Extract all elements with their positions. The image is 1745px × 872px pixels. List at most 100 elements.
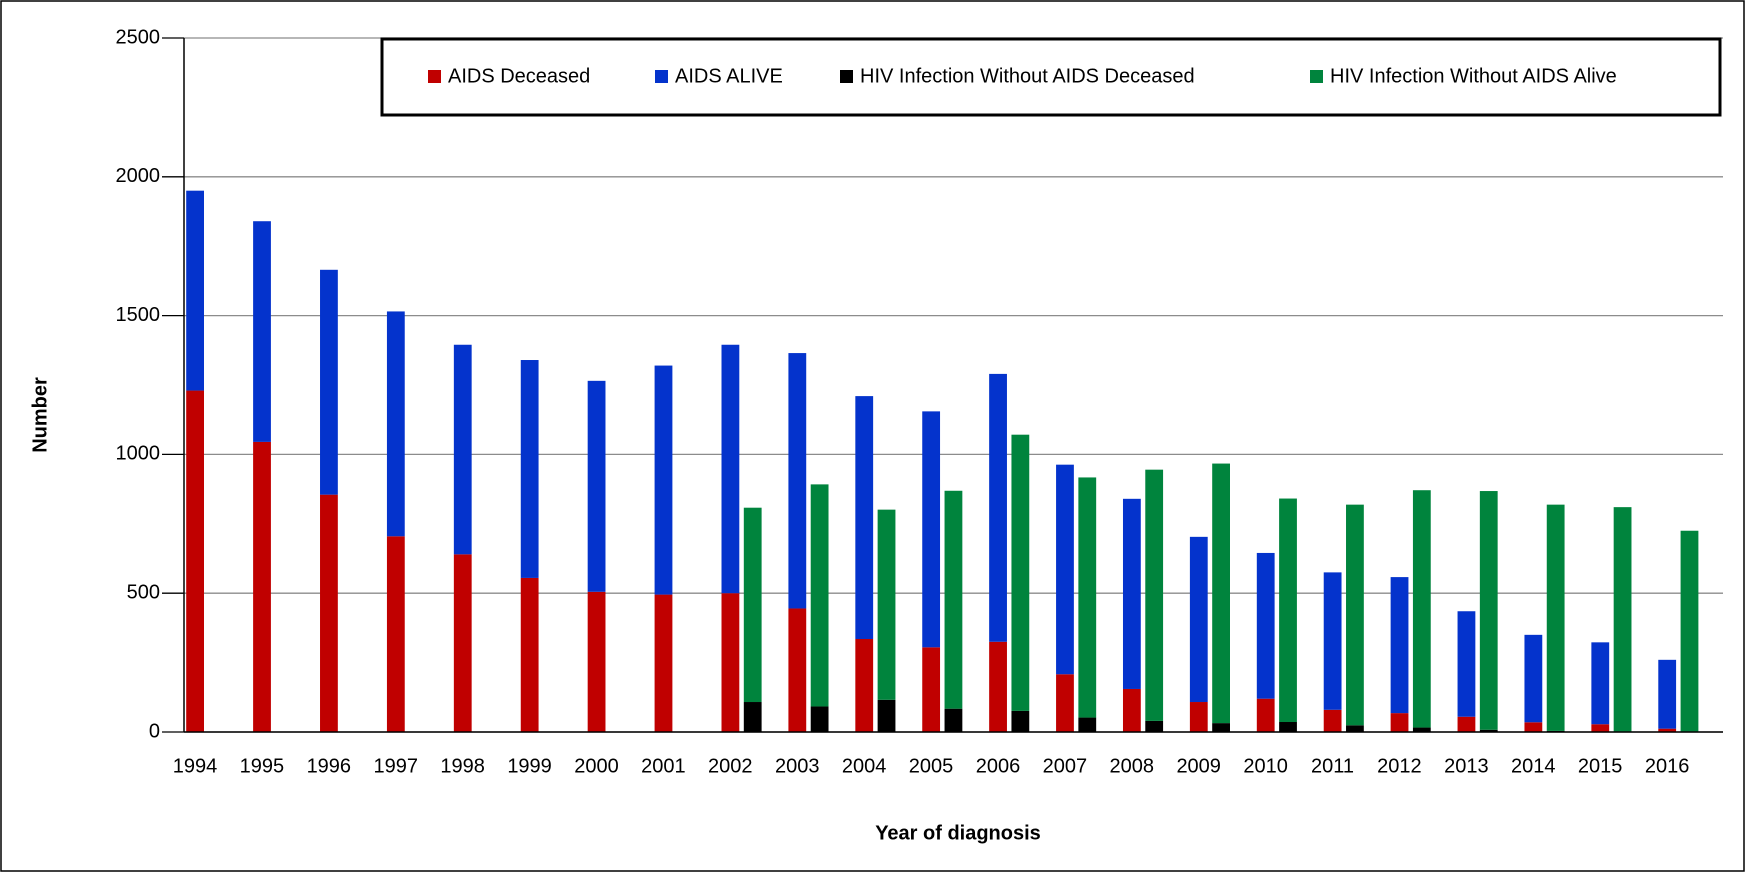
y-tick-label: 0 xyxy=(149,720,160,742)
bar-segment xyxy=(944,708,963,732)
bar-segment xyxy=(587,591,606,732)
y-tick-label: 1500 xyxy=(116,304,161,326)
bar-segment xyxy=(1591,724,1610,732)
bar-segment xyxy=(1457,716,1476,732)
y-tick-label: 1000 xyxy=(116,443,161,465)
x-tick-label: 2011 xyxy=(1311,755,1354,777)
bar-segment xyxy=(989,641,1007,732)
bar-segment xyxy=(1122,688,1141,732)
bar-segment xyxy=(1256,552,1275,699)
x-tick-label: 2013 xyxy=(1444,755,1489,777)
bar-segment xyxy=(1412,490,1431,728)
x-tick-label: 1997 xyxy=(373,755,418,777)
x-tick-label: 1995 xyxy=(240,755,285,777)
bar-segment xyxy=(1189,536,1208,703)
bar-segment xyxy=(1591,642,1610,725)
bar-segment xyxy=(320,494,338,732)
bar-segment xyxy=(1011,710,1030,732)
legend-label: HIV Infection Without AIDS Alive xyxy=(1330,65,1617,87)
x-tick-label: 1999 xyxy=(507,755,552,777)
legend-label: AIDS ALIVE xyxy=(675,65,783,87)
x-tick-label: 2009 xyxy=(1176,755,1221,777)
bar-segment xyxy=(1323,709,1342,732)
bar-segment xyxy=(922,647,941,732)
bar-segment xyxy=(922,411,941,648)
x-tick-label: 2005 xyxy=(909,755,954,777)
legend-swatch xyxy=(840,70,853,83)
bar-segment xyxy=(1479,491,1498,730)
x-tick-label: 2006 xyxy=(976,755,1021,777)
bar-segment xyxy=(520,577,539,732)
bar-segment xyxy=(1346,504,1364,726)
bar-segment xyxy=(386,311,405,537)
bar-segment xyxy=(253,221,271,442)
x-tick-label: 1994 xyxy=(173,755,218,777)
bar-segment xyxy=(1346,725,1364,732)
legend-label: AIDS Deceased xyxy=(448,65,590,87)
legend-box xyxy=(380,37,1722,117)
bar-segment xyxy=(1189,702,1208,732)
bar-segment xyxy=(877,699,896,732)
bar-segment xyxy=(1390,577,1409,714)
bar-segment xyxy=(1613,507,1632,732)
bar-segment xyxy=(186,390,204,732)
bar-segment xyxy=(1212,463,1230,724)
legend-swatch xyxy=(655,70,668,83)
bar-segment xyxy=(520,360,539,578)
x-tick-label: 2002 xyxy=(708,755,753,777)
y-tick-label: 2000 xyxy=(116,165,161,187)
bar-segment xyxy=(989,373,1007,642)
bar-segment xyxy=(1323,572,1342,710)
bar-segment xyxy=(1546,504,1565,731)
x-tick-label: 2007 xyxy=(1043,755,1088,777)
bar-segment xyxy=(1279,498,1297,723)
bar-segment xyxy=(1056,674,1074,732)
bar-segment xyxy=(1011,434,1030,711)
bar-segment xyxy=(1479,729,1498,732)
bar-segment xyxy=(453,344,472,555)
bar-segment xyxy=(1412,727,1431,732)
bar-segment xyxy=(654,365,673,595)
x-tick-label: 2015 xyxy=(1578,755,1623,777)
bar-segment xyxy=(1212,723,1230,732)
bar-segment xyxy=(1078,477,1097,718)
bar-segment xyxy=(253,441,271,732)
bar-segment xyxy=(788,608,807,732)
bar-segment xyxy=(1658,728,1677,732)
x-tick-label: 1998 xyxy=(440,755,485,777)
x-tick-label: 2001 xyxy=(641,755,686,777)
bar-segment xyxy=(1056,464,1074,675)
bar-segment xyxy=(1524,634,1543,723)
bar-segment xyxy=(654,594,673,732)
x-tick-label: 2008 xyxy=(1110,755,1155,777)
bar-segment xyxy=(1658,659,1677,729)
y-tick-label: 2500 xyxy=(116,26,161,48)
x-tick-label: 2012 xyxy=(1377,755,1422,777)
bar-segment xyxy=(587,380,606,592)
x-tick-label: 2003 xyxy=(775,755,820,777)
x-tick-label: 2016 xyxy=(1645,755,1690,777)
x-axis-title: Year of diagnosis xyxy=(875,822,1041,844)
bar-segment xyxy=(721,593,740,732)
bar-segment xyxy=(1145,720,1164,732)
bar-segment xyxy=(743,507,762,703)
bar-segment xyxy=(788,353,807,609)
legend-swatch xyxy=(1310,70,1323,83)
bar-segment xyxy=(877,509,896,700)
y-tick-label: 500 xyxy=(127,581,160,603)
bar-segment xyxy=(1457,611,1476,717)
legend-label: HIV Infection Without AIDS Deceased xyxy=(860,65,1195,87)
bar-segment xyxy=(453,554,472,732)
x-tick-label: 1996 xyxy=(307,755,352,777)
bar-segment xyxy=(1256,698,1275,732)
bar-segment xyxy=(386,536,405,732)
bar-segment xyxy=(186,190,204,391)
bar-segment xyxy=(944,490,963,709)
bar-segment xyxy=(1524,722,1543,732)
bar-segment xyxy=(743,702,762,732)
bar-segment xyxy=(810,484,829,707)
bar-segment xyxy=(1122,498,1141,689)
bar-segment xyxy=(855,396,874,640)
x-tick-label: 2004 xyxy=(842,755,887,777)
